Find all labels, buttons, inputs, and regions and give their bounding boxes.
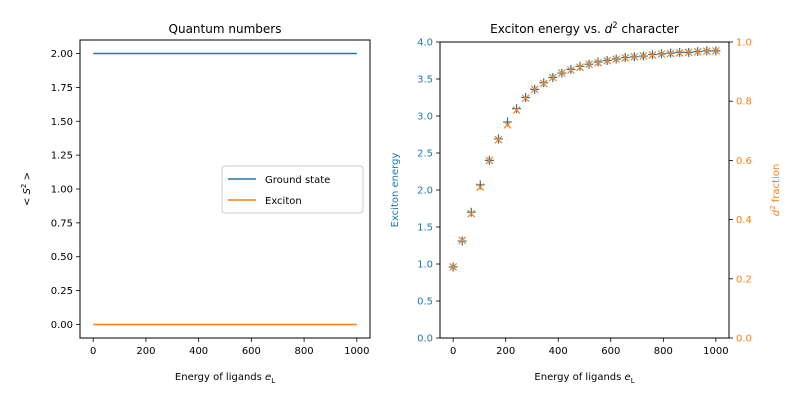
x-tick-label: 200 xyxy=(496,346,515,357)
d2-fraction-point xyxy=(458,236,467,245)
d2-fraction-point xyxy=(548,73,557,82)
x-axis-label: Energy of ligands eL xyxy=(534,372,634,385)
x-tick-label: 800 xyxy=(654,346,673,357)
d2-fraction-point xyxy=(630,52,639,61)
quantum-numbers-chart: 0 200 400 600 800 1000 0.00 0.25 0.50 0.75 1.00 1.2… xyxy=(20,22,371,385)
x-tick-label: 600 xyxy=(601,346,620,357)
d2-fraction-point xyxy=(684,48,693,57)
exciton-energy-point xyxy=(466,207,476,217)
d2-fraction-point xyxy=(639,51,648,60)
y-right-tick-label: 0.8 xyxy=(736,97,752,108)
y-left-tick-label: 0.5 xyxy=(417,297,433,308)
x-tick-label: 600 xyxy=(242,346,261,357)
d2-fraction-point xyxy=(449,263,458,271)
d2-fraction-point xyxy=(648,51,657,59)
d2-fraction-point xyxy=(467,209,476,218)
y-tick-label: 0.00 xyxy=(51,320,73,331)
y-left-tick-label: 1.0 xyxy=(417,260,433,271)
d2-fraction-point xyxy=(666,49,675,58)
y-right-tick-label: 0.0 xyxy=(736,334,752,345)
y-axis-label: < S2 > xyxy=(20,172,33,206)
d2-fraction-point xyxy=(657,50,666,59)
d2-fraction-point xyxy=(485,156,494,165)
y-tick-label: 1.50 xyxy=(51,117,73,128)
legend-label-1: Exciton xyxy=(265,196,302,207)
y-tick-label: 1.75 xyxy=(51,83,73,94)
d2-fraction-point xyxy=(603,56,612,65)
d2-fraction-point xyxy=(675,49,684,57)
x-tick-label: 200 xyxy=(136,346,155,357)
y-tick-label: 1.25 xyxy=(51,151,73,162)
d2-fraction-point xyxy=(566,66,575,75)
legend: Ground state Exciton xyxy=(221,165,364,214)
d2-fraction-point xyxy=(530,85,539,94)
x-tick-label: 0 xyxy=(450,346,456,357)
y-right-tick-label: 0.2 xyxy=(736,274,752,285)
y-left-tick-label: 4.0 xyxy=(417,38,433,49)
d2-fraction-point xyxy=(702,47,711,56)
x-tick-label: 400 xyxy=(189,346,208,357)
y-tick-label: 0.75 xyxy=(51,218,73,229)
d2-fraction-point xyxy=(521,94,530,103)
y-right-tick-label: 1.0 xyxy=(736,38,752,49)
x-tick-label: 0 xyxy=(90,346,96,357)
chart-title: Quantum numbers xyxy=(169,22,282,36)
y-tick-label: 0.50 xyxy=(51,252,73,263)
d2-fraction-point xyxy=(693,47,702,56)
d2-fraction-point xyxy=(539,79,548,88)
y-left-axis-label: Exciton energy xyxy=(390,153,401,228)
y-right-tick-label: 0.4 xyxy=(736,215,752,226)
y-tick-label: 1.00 xyxy=(51,185,73,196)
legend-frame xyxy=(221,165,364,214)
y-left-tick-label: 2.5 xyxy=(417,149,433,160)
d2-fraction-point xyxy=(576,63,584,72)
x-tick-label: 1000 xyxy=(703,346,728,357)
exciton-energy-point xyxy=(512,104,522,114)
x-tick-label: 1000 xyxy=(344,346,369,357)
legend-label-0: Ground state xyxy=(265,175,330,186)
d2-fraction-point xyxy=(585,60,593,69)
y-left-tick-label: 2.0 xyxy=(417,186,433,197)
d2-fraction-point xyxy=(711,46,720,55)
chart-title: Exciton energy vs. d2 character xyxy=(490,20,679,36)
exciton-energy-chart: 0 200 400 600 800 1000 0.0 0.5 1.0 1.5 2.0 2.5 3.0 3.… xyxy=(390,20,782,385)
y-tick-label: 0.25 xyxy=(51,286,73,297)
d2-fraction-point xyxy=(621,54,630,62)
d2-fraction-point xyxy=(494,135,503,144)
y-tick-label: 2.00 xyxy=(51,49,73,60)
x-tick-label: 800 xyxy=(295,346,314,357)
x-axis-label: Energy of ligands eL xyxy=(175,372,275,385)
x-tick-label: 400 xyxy=(549,346,568,357)
d2-fraction-point xyxy=(612,55,621,64)
y-right-tick-label: 0.6 xyxy=(736,156,752,167)
y-left-tick-label: 1.5 xyxy=(417,223,433,234)
y-left-tick-label: 0.0 xyxy=(417,334,433,345)
d2-fraction-point xyxy=(594,58,603,67)
d2-fraction-point xyxy=(503,120,512,129)
y-right-axis-label: d2 fraction xyxy=(769,164,782,216)
d2-fraction-point xyxy=(557,69,566,78)
d2-fraction-point xyxy=(476,183,485,191)
d2-fraction-point xyxy=(512,106,521,115)
y-left-tick-label: 3.5 xyxy=(417,75,433,86)
y-left-tick-label: 3.0 xyxy=(417,112,433,123)
